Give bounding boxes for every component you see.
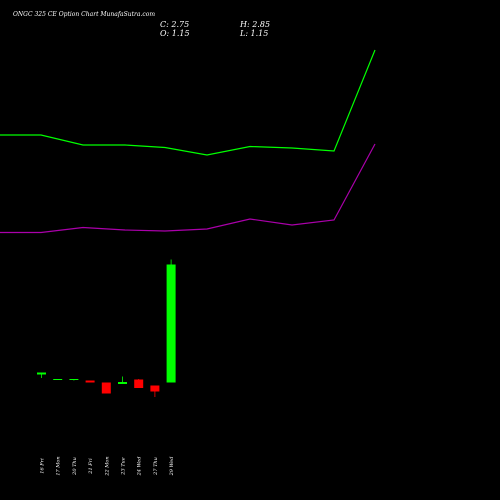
green-line: [0, 49, 376, 156]
x-tick-label: 16 Fri: [40, 458, 46, 474]
candle-body: [85, 380, 95, 383]
candle-body: [37, 372, 46, 375]
candle: [150, 385, 160, 397]
x-tick-label: 23 Tue: [121, 457, 127, 476]
purple-line: [0, 143, 376, 234]
high-readout: H: 2.85: [239, 20, 270, 29]
x-tick-label: 21 Fri: [88, 458, 94, 475]
candle-body: [53, 379, 63, 380]
candle-body: [150, 385, 160, 392]
close-readout: C: 2.75: [160, 20, 189, 29]
candle: [53, 379, 63, 380]
candle: [134, 379, 144, 388]
x-tick-label: 27 Thu: [153, 457, 159, 476]
candle: [118, 376, 127, 384]
x-tick-label: 17 Mon: [56, 456, 62, 475]
candle: [37, 372, 46, 378]
moving-average-lines: [0, 49, 376, 234]
chart-title: ONGC 325 CE Option Chart MunafaSutra.com: [13, 11, 155, 18]
candles-group: [37, 259, 176, 397]
x-tick-label: 29 Wed: [169, 457, 175, 477]
x-tick-label: 24 Wed: [137, 457, 143, 477]
x-axis-ticks: 16 Fri 17 Mon 20 Thu 21 Fri 22 Mon 23 Tue 24 W…: [40, 456, 176, 476]
open-readout: O: 1.15: [160, 29, 190, 38]
candle-body: [166, 264, 176, 383]
x-tick-label: 22 Mon: [104, 456, 110, 476]
low-readout: L: 1.15: [239, 29, 268, 38]
candle-body: [69, 379, 79, 380]
candle: [69, 379, 79, 381]
candle: [85, 380, 95, 383]
candle-body: [134, 379, 144, 388]
x-tick-label: 20 Thu: [72, 457, 78, 476]
candle-body: [101, 382, 111, 394]
candle: [101, 382, 111, 394]
candle-body: [118, 382, 127, 384]
candle: [166, 259, 176, 383]
